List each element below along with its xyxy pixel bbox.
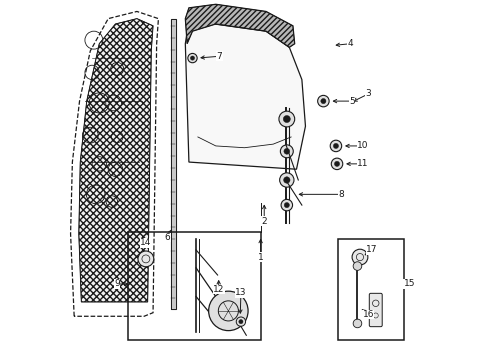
Circle shape: [279, 173, 293, 187]
Text: 6: 6: [164, 233, 170, 242]
Text: 5: 5: [348, 96, 354, 105]
Circle shape: [284, 203, 289, 208]
Circle shape: [320, 99, 325, 104]
Circle shape: [317, 95, 328, 107]
Text: 4: 4: [347, 39, 352, 48]
Text: 7: 7: [216, 52, 222, 61]
Text: 12: 12: [213, 285, 224, 294]
Circle shape: [208, 291, 247, 330]
Circle shape: [236, 317, 245, 326]
Text: 9: 9: [114, 279, 120, 288]
Circle shape: [190, 56, 194, 60]
Circle shape: [329, 140, 341, 152]
Text: 11: 11: [356, 159, 368, 168]
Text: 17: 17: [366, 246, 377, 255]
Circle shape: [280, 145, 293, 158]
Bar: [337, 239, 403, 339]
FancyBboxPatch shape: [368, 293, 382, 327]
Text: 10: 10: [356, 141, 368, 150]
Text: 8: 8: [338, 190, 344, 199]
Polygon shape: [79, 19, 153, 302]
Bar: [128, 232, 260, 339]
Text: 14: 14: [140, 238, 151, 247]
Circle shape: [187, 53, 197, 63]
Text: 15: 15: [403, 279, 414, 288]
Text: 3: 3: [365, 89, 370, 98]
Circle shape: [281, 199, 292, 211]
Circle shape: [284, 148, 289, 154]
Circle shape: [283, 116, 290, 123]
Polygon shape: [185, 4, 294, 47]
Circle shape: [283, 177, 289, 183]
Text: 16: 16: [362, 310, 373, 319]
Circle shape: [333, 143, 338, 149]
Circle shape: [278, 111, 294, 127]
Circle shape: [334, 161, 339, 166]
Circle shape: [351, 249, 367, 265]
Circle shape: [330, 158, 342, 170]
Circle shape: [138, 251, 153, 267]
Circle shape: [238, 320, 243, 324]
Text: 13: 13: [235, 288, 246, 297]
Text: 2: 2: [261, 217, 266, 226]
Polygon shape: [185, 21, 305, 169]
Circle shape: [352, 262, 361, 270]
Circle shape: [352, 319, 361, 328]
Polygon shape: [171, 19, 175, 309]
Text: 1: 1: [257, 253, 263, 262]
